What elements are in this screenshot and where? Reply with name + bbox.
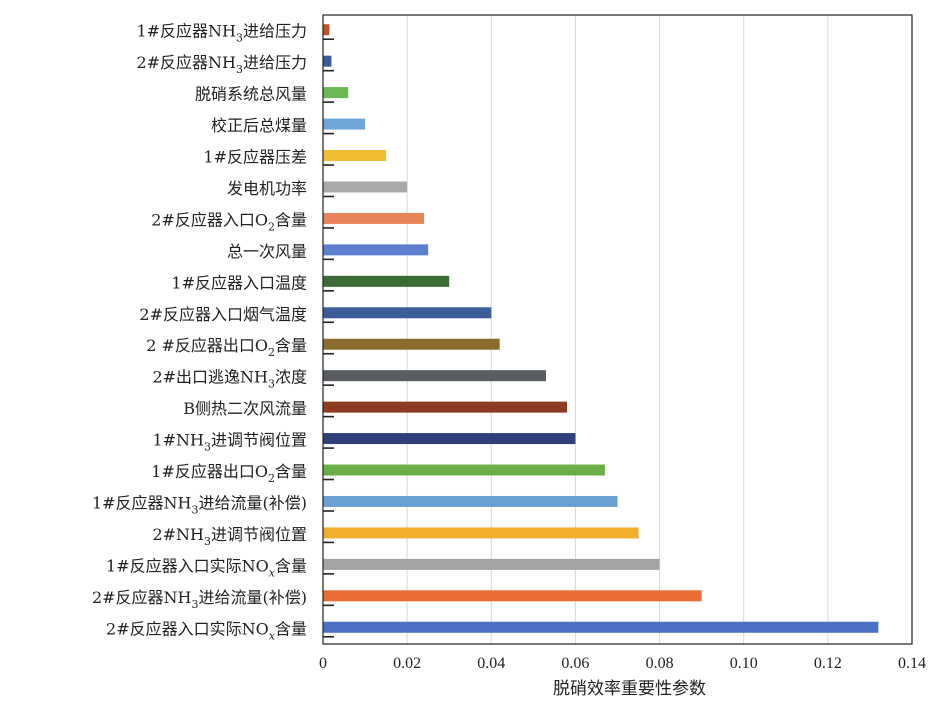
bar — [323, 590, 702, 602]
category-label: 总一次风量 — [227, 242, 307, 261]
x-tick-label: 0.04 — [477, 655, 505, 672]
bar — [323, 150, 387, 162]
bar — [323, 558, 660, 570]
bar — [323, 118, 366, 130]
bar — [323, 212, 424, 224]
x-tick-label: 0.10 — [730, 655, 758, 672]
category-label: 校正后总煤量 — [211, 116, 307, 135]
bar — [323, 621, 879, 633]
x-tick-label: 0 — [319, 655, 327, 672]
category-label: 1#反应器入口温度 — [171, 273, 307, 292]
row-markers — [323, 38, 334, 638]
x-axis-ticks: 0 0.02 0.04 0.06 0.08 0.10 0.12 0.14 — [319, 655, 926, 672]
category-label: 1#反应器NH3进给流量(补偿) — [92, 493, 307, 516]
bar — [323, 370, 546, 382]
x-tick-label: 0.08 — [646, 655, 674, 672]
x-tick-label: 0.02 — [393, 655, 421, 672]
bar — [323, 55, 332, 67]
category-label: 1#反应器出口O2含量 — [151, 462, 307, 485]
category-label: 2#反应器NH3进给流量(补偿) — [92, 588, 307, 611]
category-label: 脱硝系统总风量 — [195, 85, 307, 104]
category-label: 2#反应器NH3进给压力 — [136, 53, 307, 76]
bar — [323, 338, 500, 350]
category-label: 2#反应器入口O2含量 — [151, 210, 307, 233]
bar — [323, 495, 618, 507]
category-label: 1#NH3进调节阀位置 — [152, 431, 307, 454]
bar — [323, 401, 568, 413]
plot-frame — [322, 14, 913, 645]
category-label: 发电机功率 — [227, 179, 307, 198]
category-label: 2 #反应器出口O2含量 — [146, 336, 307, 359]
bar — [323, 24, 330, 36]
bar — [323, 181, 408, 193]
gridlines — [406, 15, 829, 644]
category-label: 1#反应器压差 — [203, 148, 307, 167]
x-axis-title: 脱硝效率重要性参数 — [553, 679, 706, 699]
x-tick-label: 0.14 — [898, 655, 926, 672]
bar — [323, 433, 576, 445]
x-tick-label: 0.06 — [561, 655, 589, 672]
bar — [323, 275, 450, 287]
category-label: 2#反应器入口实际NOx含量 — [106, 619, 307, 642]
category-label: 1#反应器入口实际NOx含量 — [106, 556, 307, 579]
bar — [323, 244, 429, 256]
bar — [323, 464, 605, 476]
bars — [323, 24, 879, 633]
x-tick-label: 0.12 — [814, 655, 842, 672]
category-label: 2#出口逃逸NH3浓度 — [152, 368, 307, 391]
bar — [323, 87, 349, 99]
category-label: 2#反应器入口烟气温度 — [139, 305, 307, 324]
bar — [323, 527, 639, 539]
category-label: 1#反应器NH3进给压力 — [136, 22, 307, 45]
category-label: 2#NH3进调节阀位置 — [152, 525, 307, 548]
category-label: B侧热二次风流量 — [183, 399, 307, 418]
bar — [323, 307, 492, 319]
